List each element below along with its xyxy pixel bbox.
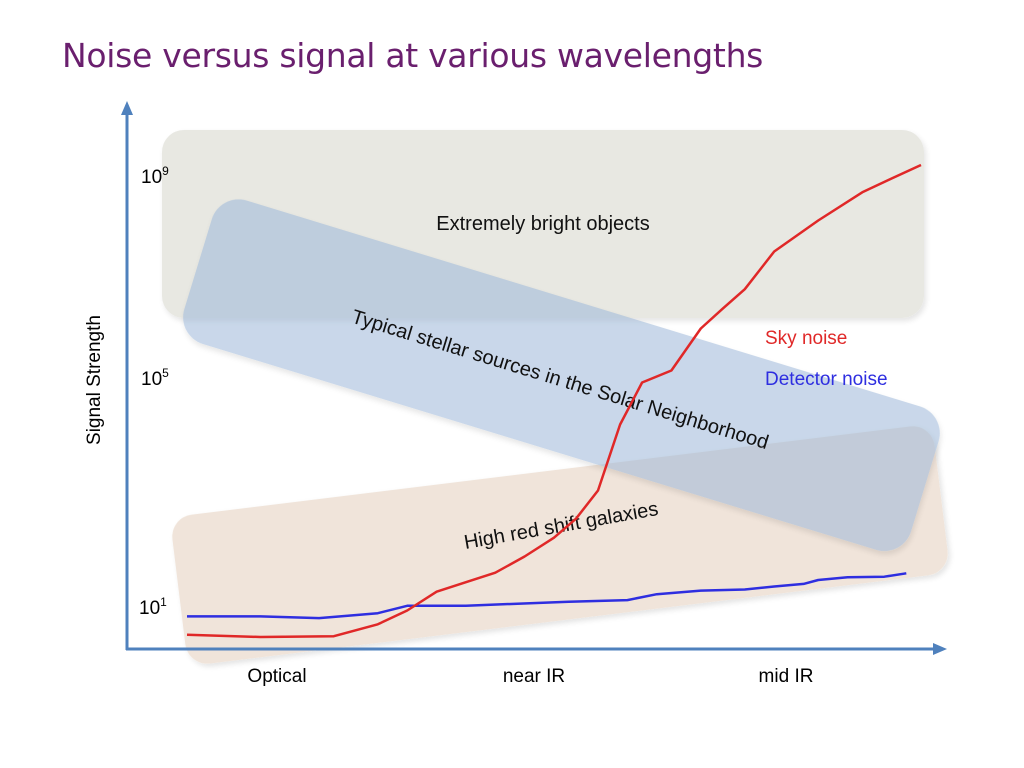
y-tick-label: 105: [141, 366, 169, 390]
y-axis-arrow: [121, 101, 133, 115]
x-tick-label: Optical: [247, 666, 306, 687]
y-tick-label: 101: [139, 595, 167, 619]
legend-sky-noise: Sky noise: [765, 328, 847, 349]
y-axis-label: Signal Strength: [84, 315, 105, 445]
slide-title: Noise versus signal at various wavelengt…: [62, 36, 764, 75]
x-tick-label: near IR: [503, 666, 565, 687]
region-stellar-sources: [183, 199, 940, 552]
legend-detector-noise: Detector noise: [765, 369, 888, 390]
x-axis-arrow: [933, 643, 947, 655]
series-line-sky-noise: [186, 163, 922, 639]
series-line-detector-noise: [187, 572, 907, 620]
region-label-bright: Extremely bright objects: [436, 213, 649, 235]
y-tick-label: 109: [141, 164, 169, 188]
x-tick-label: mid IR: [759, 666, 814, 687]
